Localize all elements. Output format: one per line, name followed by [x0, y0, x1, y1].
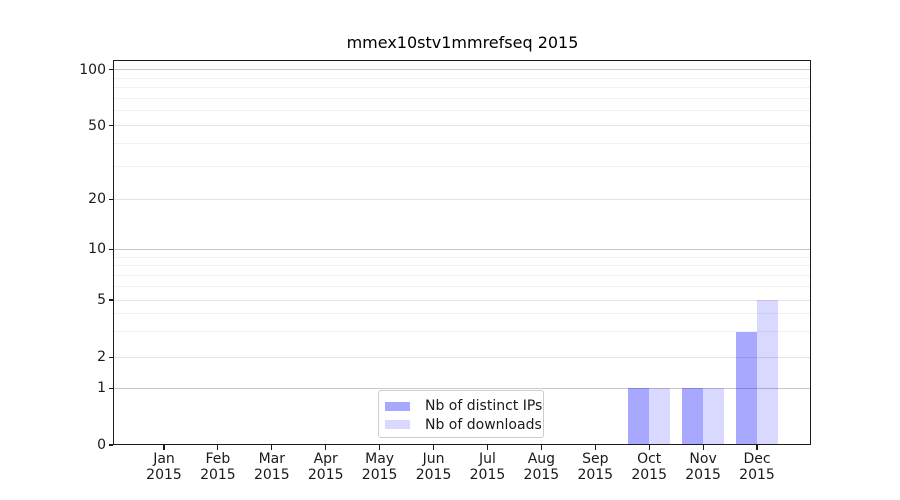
- x-tick-month: May: [365, 451, 395, 467]
- x-tick-dec: [756, 445, 758, 450]
- bar-downloads-dec: [757, 300, 778, 445]
- x-tick-label-jun: Jun 2015: [404, 451, 464, 483]
- chart-title: mmex10stv1mmrefseq 2015: [346, 33, 579, 52]
- x-tick-jul: [486, 445, 489, 450]
- y-tick-label-2: 2: [97, 349, 106, 366]
- gridline-y-60: [113, 110, 811, 112]
- gridline-y-20: [113, 198, 811, 200]
- legend-label: Nb of distinct IPs: [425, 398, 543, 415]
- x-tick-label-jan: Jan 2015: [134, 451, 194, 483]
- legend-row-downloads: Nb of downloads: [385, 416, 542, 435]
- x-tick-label-dec: Dec 2015: [727, 451, 787, 483]
- x-tick-jan: [163, 445, 165, 450]
- x-tick-label-mar: Mar 2015: [242, 451, 302, 483]
- x-tick-label-sep: Sep 2015: [565, 451, 625, 483]
- gridline-y-5: [113, 299, 811, 301]
- gridline-y-9: [113, 256, 811, 258]
- gridline-y-90: [113, 77, 811, 79]
- x-tick-year: 2015: [631, 467, 667, 483]
- x-tick-year: 2015: [739, 467, 775, 483]
- bar-downloads-nov: [703, 388, 725, 445]
- y-tick-0: [108, 444, 113, 446]
- x-tick-month: Apr: [313, 451, 338, 467]
- x-tick-year: 2015: [415, 467, 452, 483]
- bar-distinct-ips-dec: [736, 331, 757, 445]
- gridline-y-1: [113, 387, 811, 389]
- gridline-y-30: [113, 166, 811, 168]
- y-tick-label-10: 10: [88, 241, 106, 258]
- y-tick-label-50: 50: [88, 117, 106, 134]
- legend-label: Nb of downloads: [425, 416, 542, 433]
- legend-swatch-distinct-ips: [385, 401, 410, 411]
- x-tick-oct: [648, 445, 650, 450]
- x-tick-year: 2015: [523, 467, 560, 483]
- x-tick-month: Nov: [689, 451, 717, 467]
- gridline-y-2: [113, 356, 811, 358]
- bar-distinct-ips-nov: [682, 388, 704, 445]
- x-tick-month: Dec: [743, 451, 771, 467]
- gridline-y-100: [113, 69, 811, 71]
- y-tick-2: [108, 356, 113, 358]
- gridline-y-3: [113, 331, 811, 333]
- x-tick-jun: [432, 445, 435, 450]
- x-tick-sep: [594, 445, 596, 450]
- x-tick-apr: [325, 445, 327, 450]
- x-tick-year: 2015: [577, 467, 614, 483]
- y-tick-label-5: 5: [97, 292, 106, 308]
- x-tick-label-nov: Nov 2015: [673, 451, 733, 483]
- x-tick-month: Mar: [258, 451, 286, 467]
- x-tick-month: Oct: [637, 451, 662, 467]
- gridline-y-70: [113, 98, 811, 100]
- x-tick-month: Jun: [422, 451, 445, 467]
- gridline-y-4: [113, 313, 811, 315]
- x-tick-label-oct: Oct 2015: [619, 451, 679, 483]
- x-tick-nov: [702, 445, 704, 450]
- x-tick-aug: [540, 445, 542, 450]
- x-tick-month: Jul: [479, 451, 496, 467]
- x-tick-year: 2015: [469, 467, 506, 483]
- gridline-y-10: [113, 248, 811, 250]
- x-tick-year: 2015: [253, 467, 290, 483]
- y-tick-label-100: 100: [79, 61, 106, 78]
- x-tick-feb: [217, 445, 219, 450]
- x-tick-month: Feb: [205, 451, 231, 467]
- x-tick-label-jul: Jul 2015: [457, 451, 517, 483]
- bar-distinct-ips-oct: [628, 388, 650, 445]
- x-tick-label-feb: Feb 2015: [188, 451, 248, 483]
- x-tick-year: 2015: [200, 467, 236, 483]
- x-tick-year: 2015: [361, 467, 398, 483]
- x-tick-label-apr: Apr 2015: [296, 451, 356, 483]
- bar-downloads-oct: [649, 388, 671, 445]
- x-tick-may: [379, 445, 381, 450]
- y-tick-1: [108, 387, 113, 389]
- x-tick-label-may: May 2015: [350, 451, 410, 483]
- gridline-y-80: [113, 87, 811, 89]
- plot-area-border: [113, 60, 811, 445]
- x-tick-year: 2015: [307, 467, 344, 483]
- x-tick-month: Jan: [153, 451, 175, 467]
- y-tick-label-1: 1: [97, 380, 106, 397]
- y-tick-10: [108, 248, 113, 250]
- x-tick-month: Aug: [527, 451, 556, 467]
- legend-row-distinct-ips: Nb of distinct IPs: [385, 397, 542, 416]
- gridline-y-40: [113, 143, 811, 145]
- legend-swatch-downloads: [385, 420, 410, 430]
- y-tick-50: [108, 125, 113, 127]
- gridline-y-8: [113, 265, 811, 267]
- y-tick-20: [108, 198, 113, 200]
- y-tick-label-20: 20: [88, 191, 106, 208]
- x-tick-label-aug: Aug 2015: [511, 451, 571, 483]
- x-tick-year: 2015: [146, 467, 182, 483]
- x-tick-mar: [271, 445, 273, 450]
- legend: Nb of distinct IPs Nb of downloads: [378, 390, 544, 438]
- y-tick-100: [108, 69, 113, 71]
- x-tick-month: Sep: [582, 451, 609, 467]
- y-tick-label-0: 0: [97, 437, 106, 453]
- gridline-y-50: [113, 125, 811, 127]
- gridline-y-7: [113, 274, 811, 276]
- x-tick-year: 2015: [685, 467, 721, 483]
- y-tick-5: [108, 299, 113, 301]
- gridline-y-6: [113, 286, 811, 288]
